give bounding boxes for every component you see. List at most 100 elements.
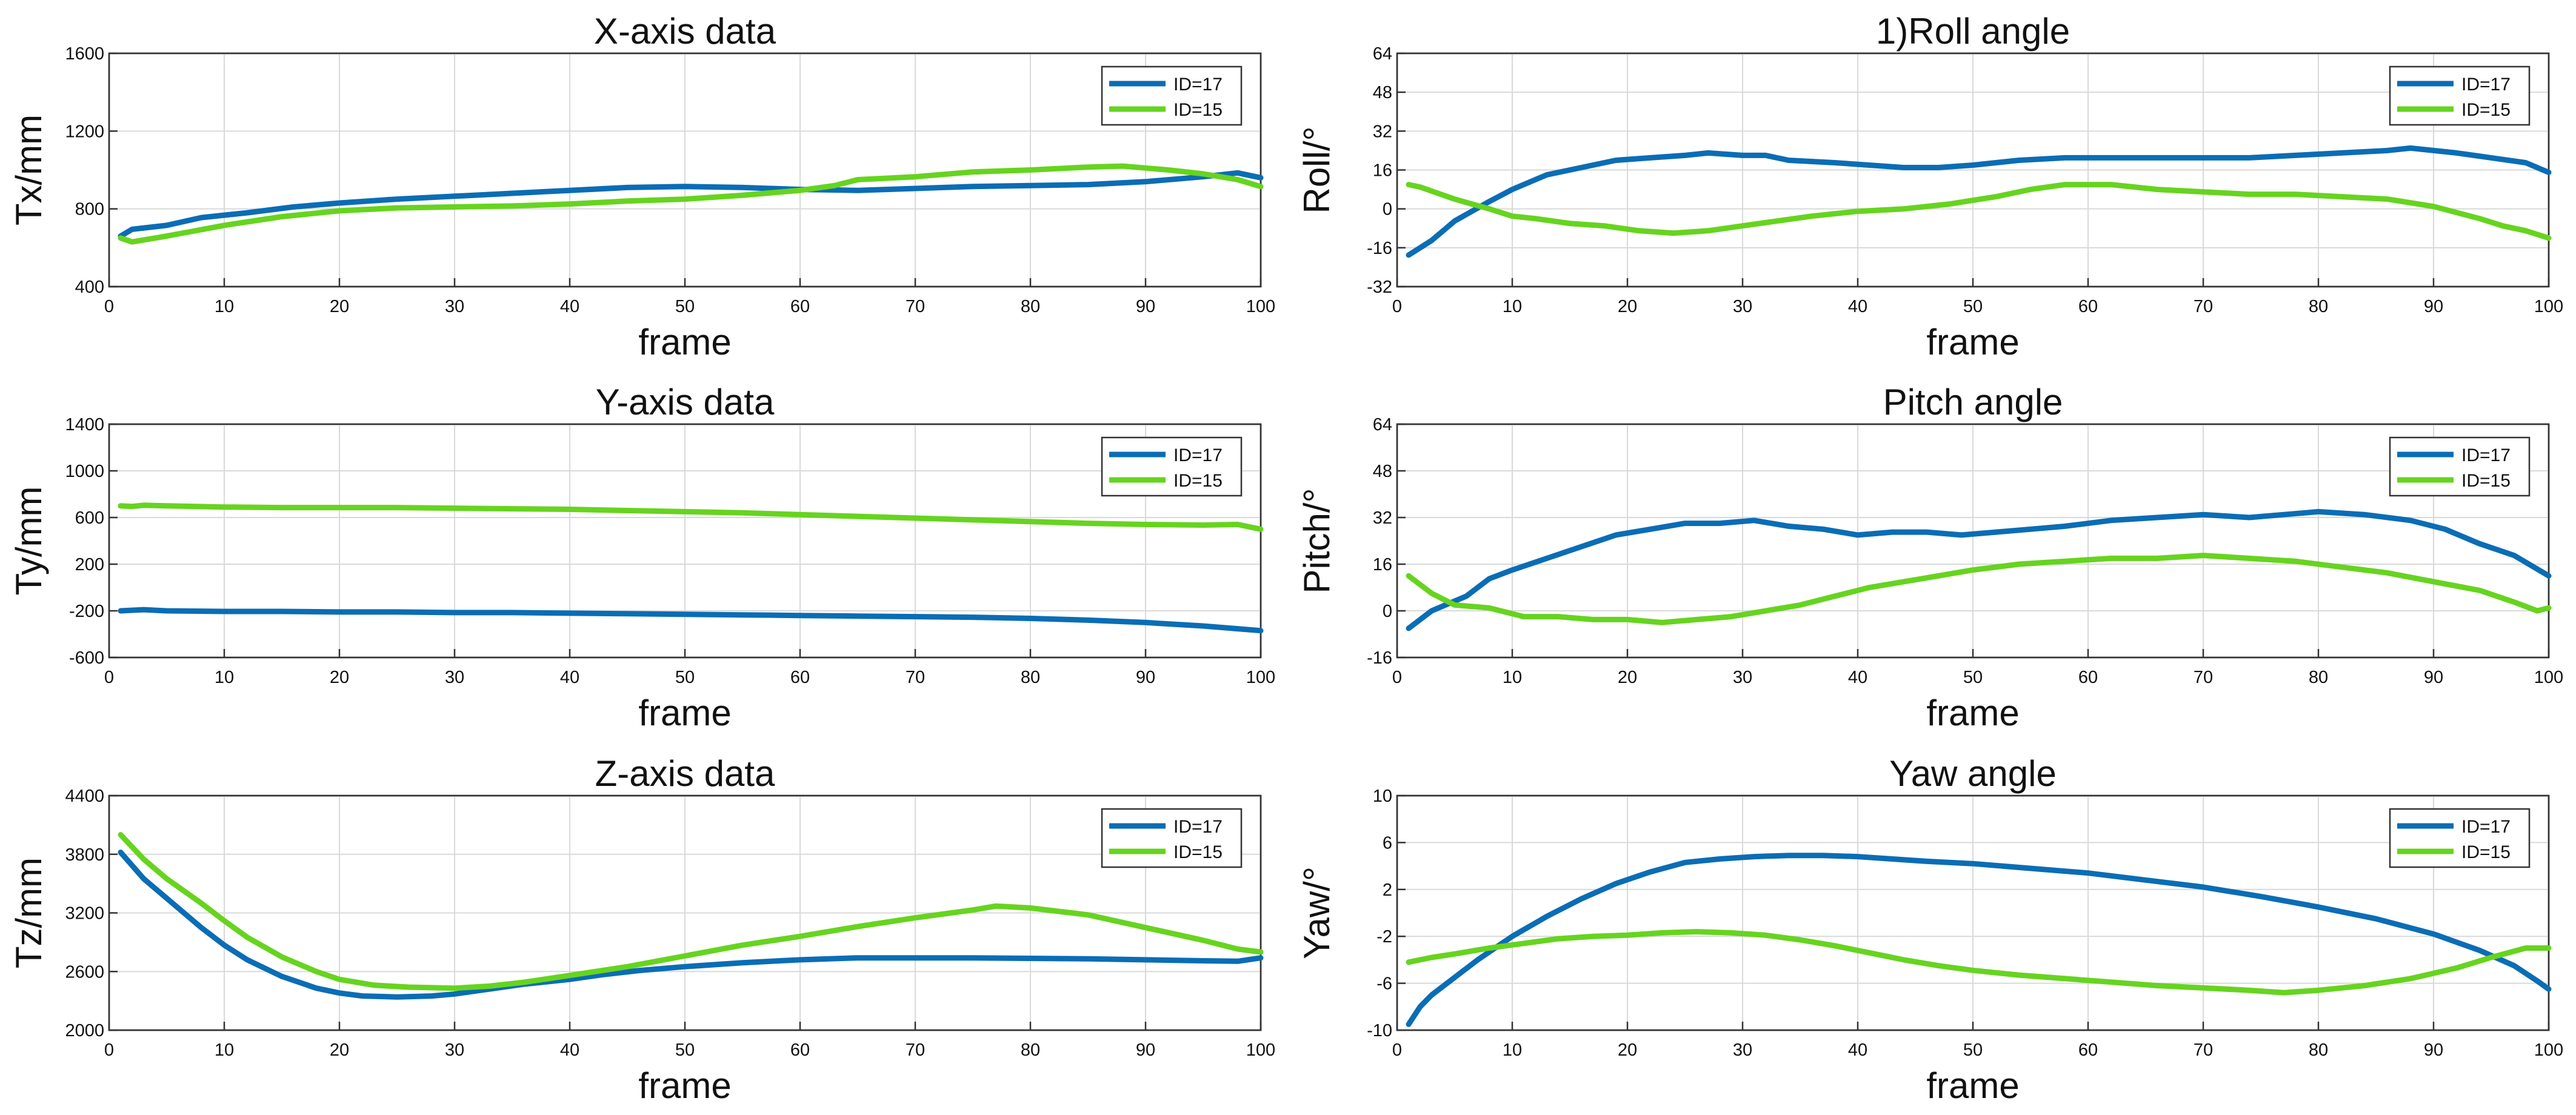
chart-title: Yaw angle [1889,753,2057,794]
x-tick-label: 90 [2424,297,2443,316]
x-tick-label: 50 [1963,668,1983,687]
x-tick-label: 20 [1618,668,1637,687]
legend-box [2389,65,2531,126]
y-tick-label: -16 [1367,648,1392,668]
series-line-id17 [118,850,1264,1000]
y-tick-label: 1400 [65,415,104,434]
x-tick-label: 0 [1392,668,1402,687]
x-tick-label: 60 [2078,668,2098,687]
x-tick-label: 0 [104,668,114,687]
x-tick-label: 80 [1021,297,1040,316]
legend: ID=17 ID=15 [1101,436,1243,497]
x-axis-label: frame [1926,1065,2019,1106]
x-tick-label: 20 [330,668,349,687]
legend-label: ID=17 [2461,445,2511,465]
y-axis-label: Roll/° [1296,126,1337,213]
x-tick-label: 40 [560,668,579,687]
chart-title: 1)Roll angle [1876,11,2070,52]
x-tick-label: 10 [215,1040,234,1060]
legend-box [1101,65,1243,126]
x-tick-label: 80 [2309,1040,2328,1060]
x-tick-label: 10 [215,668,234,687]
x-tick-label: 60 [790,297,810,316]
x-tick-label: 10 [1503,668,1522,687]
x-tick-label: 70 [906,668,925,687]
plot-frame [108,794,1262,1031]
x-tick-label: 70 [2194,668,2213,687]
x-tick-label: 0 [1392,1040,1402,1060]
x-tick-label: 90 [1136,1040,1155,1060]
series-line-id17 [1406,145,2552,258]
series-line-id15 [1406,553,2552,625]
subplot-6: 0 10 20 30 40 50 60 70 80 90 100 -10 -6 -2 2 6 10 Yaw ang… [1296,753,2563,1106]
x-tick-label: 70 [2194,1040,2213,1060]
y-tick-label: 10 [1373,787,1392,806]
y-tick-label: 400 [75,278,104,297]
y-tick-label: 1200 [65,122,104,141]
legend: ID=17 ID=15 [2389,808,2531,868]
x-tick-label: 40 [1848,297,1867,316]
y-tick-label: 0 [1383,200,1392,219]
series-line-id15 [118,832,1264,991]
series-line-id17 [118,170,1264,239]
chart-title: Z-axis data [595,753,775,794]
x-axis-label: frame [638,1065,731,1106]
y-tick-label: 64 [1373,44,1392,64]
y-tick-label: -32 [1367,278,1392,297]
x-tick-label: 30 [1733,297,1752,316]
x-tick-label: 0 [104,297,114,316]
y-axis-label: Yaw/° [1296,867,1337,959]
series-line-id15 [1406,929,2552,996]
legend: ID=17 ID=15 [2389,65,2531,126]
legend-label: ID=15 [2461,842,2511,862]
x-tick-label: 90 [2424,668,2443,687]
x-tick-label: 80 [2309,668,2328,687]
legend-box [2389,436,2531,497]
subplot-5: 0 10 20 30 40 50 60 70 80 90 100 2000 2600 3200 3800 44… [8,753,1275,1106]
legend-label: ID=17 [1173,75,1223,95]
x-tick-label: 60 [2078,1040,2098,1060]
x-tick-label: 60 [2078,297,2098,316]
y-tick-label: 48 [1373,83,1392,102]
x-tick-label: 50 [1963,297,1983,316]
chart-title: X-axis data [594,11,776,52]
x-tick-label: 60 [790,1040,810,1060]
legend-label: ID=15 [2461,471,2511,491]
x-tick-label: 0 [104,1040,114,1060]
series-line-id17 [1406,508,2552,631]
x-tick-label: 100 [2534,297,2563,316]
plot-frame [108,52,1262,288]
x-tick-label: 10 [1503,1040,1522,1060]
y-tick-label: 3800 [65,845,104,865]
x-tick-label: 70 [2194,297,2213,316]
legend-label: ID=15 [1173,471,1223,491]
x-tick-label: 30 [445,1040,464,1060]
x-tick-label: 40 [560,1040,579,1060]
legend-label: ID=15 [1173,100,1223,120]
legend-box [2389,808,2531,868]
y-tick-label: 800 [75,200,104,219]
y-tick-label: 48 [1373,462,1392,481]
series-line-id17 [1406,853,2552,1027]
y-axis-label: Tz/mm [8,857,49,968]
y-tick-label: 64 [1373,415,1392,434]
legend-label: ID=17 [2461,75,2511,95]
x-tick-label: 100 [2534,1040,2563,1060]
x-tick-label: 90 [1136,668,1155,687]
x-axis-label: frame [1926,322,2019,362]
x-tick-label: 20 [1618,1040,1637,1060]
x-tick-label: 20 [330,297,349,316]
x-tick-label: 100 [2534,668,2563,687]
legend: ID=17 ID=15 [2389,436,2531,497]
subplot-2: 0 10 20 30 40 50 60 70 80 90 100 -32 -16 0 16 32 48 64 1)R… [1296,11,2563,362]
y-tick-label: 2 [1383,880,1392,900]
x-tick-label: 30 [445,297,464,316]
x-tick-label: 90 [2424,1040,2443,1060]
legend-label: ID=17 [2461,817,2511,837]
x-tick-label: 100 [1246,1040,1275,1060]
y-tick-label: 1600 [65,44,104,64]
y-tick-label: 32 [1373,508,1392,528]
x-tick-label: 80 [1021,668,1040,687]
y-tick-label: 600 [75,508,104,528]
